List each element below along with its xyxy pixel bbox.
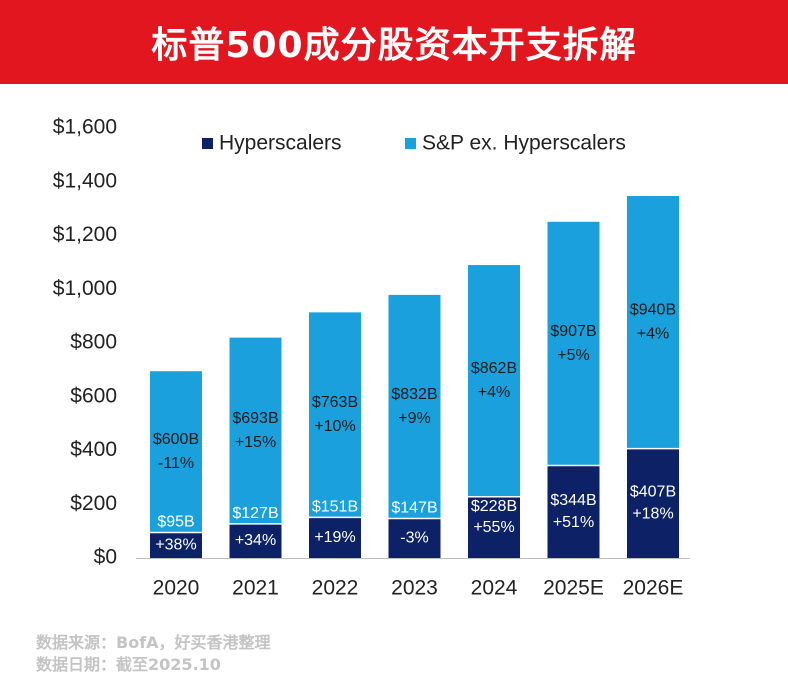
- y-tick-label: $1,000: [53, 277, 117, 300]
- legend-swatch-sp-ex: [405, 138, 416, 149]
- growth-label-sp-ex: +15%: [235, 434, 276, 451]
- growth-label-sp-ex: +4%: [637, 326, 669, 343]
- bar-hyperscalers: [547, 465, 600, 558]
- stacked-bar-chart: $0 $200 $400 $600 $800 $1,000 $1,200 $1,400 $1,6…: [53, 116, 690, 600]
- x-tick-label: 2020: [153, 577, 200, 600]
- bar-hyperscalers: [309, 517, 361, 558]
- source-note: 数据来源：BofA，好买香港整理: [36, 633, 271, 652]
- bar-sp-ex-hyperscalers: [468, 265, 520, 497]
- data-label-hyperscalers: $228B: [471, 498, 517, 515]
- growth-label-hyperscalers: +19%: [314, 529, 355, 546]
- y-tick-label: $200: [70, 492, 117, 515]
- y-tick-label: $1,600: [53, 116, 117, 139]
- chart-area: $0 $200 $400 $600 $800 $1,000 $1,200 $1,400 $1,6…: [0, 84, 788, 624]
- y-tick-label: $600: [70, 384, 117, 407]
- data-label-hyperscalers: $147B: [391, 500, 437, 517]
- data-label-hyperscalers: $407B: [630, 484, 676, 501]
- x-tick-label: 2025E: [543, 577, 604, 600]
- growth-label-hyperscalers: +38%: [155, 536, 196, 553]
- x-tick-label: 2022: [312, 577, 359, 600]
- legend-label-sp-ex: S&P ex. Hyperscalers: [422, 132, 626, 155]
- date-note: 数据日期：截至2025.10: [36, 655, 221, 674]
- y-tick-label: $400: [70, 438, 117, 461]
- x-tick-label: 2021: [232, 577, 279, 600]
- data-label-hyperscalers: $344B: [550, 492, 596, 509]
- growth-label-hyperscalers: +51%: [553, 514, 594, 531]
- data-label-sp-ex: $907B: [550, 323, 596, 340]
- growth-label-hyperscalers: +34%: [235, 532, 276, 549]
- y-tick-label: $800: [70, 331, 117, 354]
- x-tick-label: 2023: [391, 577, 438, 600]
- growth-label-hyperscalers: +18%: [632, 506, 673, 523]
- x-tick-label: 2026E: [623, 577, 684, 600]
- data-label-sp-ex: $763B: [312, 394, 358, 411]
- legend-swatch-hyperscalers: [202, 138, 213, 149]
- bar-sp-ex-hyperscalers: [547, 221, 600, 466]
- data-label-sp-ex: $832B: [391, 386, 437, 403]
- bar-hyperscalers: [150, 532, 202, 558]
- title-banner: 标普500成分股资本开支拆解: [0, 0, 788, 84]
- bar-sp-ex-hyperscalers: [150, 371, 202, 533]
- bar-hyperscalers: [627, 448, 679, 558]
- growth-label-sp-ex: +5%: [557, 347, 589, 364]
- bar-sp-ex-hyperscalers: [309, 312, 361, 518]
- bar-hyperscalers: [468, 496, 520, 558]
- growth-label-hyperscalers: -3%: [400, 529, 428, 546]
- data-label-sp-ex: $862B: [471, 360, 517, 377]
- bar-sp-ex-hyperscalers: [388, 294, 441, 519]
- legend-label-hyperscalers: Hyperscalers: [219, 132, 342, 155]
- footer: 数据来源：BofA，好买香港整理 数据日期：截至2025.10: [36, 632, 271, 676]
- y-tick-label: $1,400: [53, 169, 117, 192]
- bar-sp-ex-hyperscalers: [229, 337, 282, 524]
- x-tick-label: 2024: [471, 577, 518, 600]
- bar-sp-ex-hyperscalers: [627, 195, 679, 449]
- growth-label-hyperscalers: +55%: [473, 519, 514, 536]
- y-tick-label: $1,200: [53, 223, 117, 246]
- data-label-sp-ex: $693B: [232, 410, 278, 427]
- growth-label-sp-ex: +10%: [314, 418, 355, 435]
- y-tick-label: $0: [94, 546, 117, 569]
- bar-hyperscalers: [388, 518, 441, 558]
- data-label-hyperscalers: $127B: [232, 505, 278, 522]
- data-label-hyperscalers: $151B: [312, 499, 358, 516]
- data-label-sp-ex: $940B: [630, 302, 676, 319]
- growth-label-sp-ex: -11%: [158, 455, 194, 472]
- data-label-hyperscalers: $95B: [157, 514, 194, 531]
- growth-label-sp-ex: +9%: [398, 410, 430, 427]
- data-label-sp-ex: $600B: [153, 431, 199, 448]
- chart-title: 标普500成分股资本开支拆解: [151, 25, 637, 66]
- bar-hyperscalers: [229, 523, 282, 558]
- growth-label-sp-ex: +4%: [478, 384, 510, 401]
